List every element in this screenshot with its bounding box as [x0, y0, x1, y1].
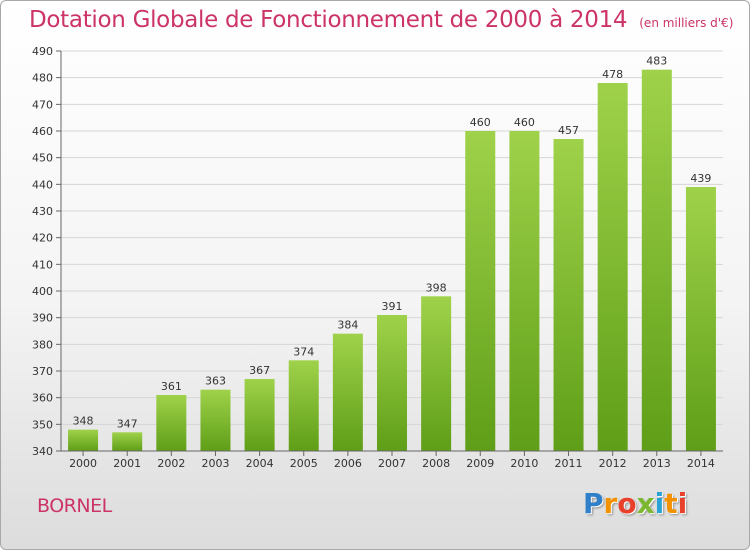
commune-name: BORNEL [37, 495, 112, 517]
value-label: 439 [690, 172, 711, 185]
x-tick-label: 2005 [290, 457, 318, 470]
bar-2014 [685, 187, 716, 451]
value-label: 374 [293, 345, 314, 358]
logo-letter: x [636, 487, 655, 520]
value-label: 391 [382, 300, 403, 313]
y-tick-label: 470 [32, 98, 53, 111]
logo-letter: i [677, 487, 688, 520]
logo-letter: o [617, 487, 637, 520]
x-tick-label: 2013 [643, 457, 671, 470]
y-tick-label: 430 [32, 205, 53, 218]
chart-title: Dotation Globale de Fonctionnement de 20… [29, 7, 733, 33]
value-label: 347 [117, 417, 138, 430]
value-label: 478 [602, 68, 623, 81]
value-label: 398 [426, 281, 447, 294]
bar-2009 [465, 131, 496, 451]
x-tick-label: 2010 [510, 457, 538, 470]
logo-letter: P [583, 487, 604, 520]
x-tick-label: 2006 [334, 457, 362, 470]
value-label: 460 [470, 116, 491, 129]
x-tick-label: 2001 [113, 457, 141, 470]
value-label: 483 [646, 55, 667, 68]
x-tick-label: 2014 [687, 457, 715, 470]
x-tick-label: 2004 [246, 457, 274, 470]
logo-letter: i [654, 487, 665, 520]
y-tick-label: 390 [32, 312, 53, 325]
value-label: 460 [514, 116, 535, 129]
y-tick-label: 480 [32, 72, 53, 85]
bar-2010 [509, 131, 540, 451]
bar-2005 [288, 360, 319, 451]
x-tick-label: 2003 [201, 457, 229, 470]
bar-2008 [421, 296, 452, 451]
bar-2011 [553, 139, 584, 451]
y-tick-label: 420 [32, 232, 53, 245]
y-tick-label: 440 [32, 178, 53, 191]
y-tick-label: 340 [32, 445, 53, 458]
chart-title-text: Dotation Globale de Fonctionnement de 20… [29, 7, 628, 33]
y-tick-label: 400 [32, 285, 53, 298]
proxiti-logo: Proxiti [583, 487, 687, 520]
value-label: 384 [337, 319, 358, 332]
x-tick-label: 2008 [422, 457, 450, 470]
y-tick-label: 370 [32, 365, 53, 378]
bar-2006 [332, 333, 363, 451]
y-tick-label: 490 [32, 45, 53, 58]
y-tick-label: 380 [32, 338, 53, 351]
x-tick-label: 2011 [555, 457, 583, 470]
y-tick-label: 360 [32, 392, 53, 405]
bar-2012 [597, 83, 628, 451]
value-label: 348 [73, 415, 94, 428]
value-label: 363 [205, 375, 226, 388]
chart-subtitle: (en milliers d'€) [639, 16, 734, 30]
x-tick-label: 2002 [157, 457, 185, 470]
logo-letter: r [603, 487, 618, 520]
y-tick-label: 350 [32, 418, 53, 431]
bar-2000 [68, 429, 99, 451]
x-tick-label: 2007 [378, 457, 406, 470]
x-tick-label: 2009 [466, 457, 494, 470]
bar-2013 [641, 69, 672, 452]
y-tick-label: 450 [32, 152, 53, 165]
bar-2001 [112, 432, 143, 451]
y-tick-label: 460 [32, 125, 53, 138]
bar-2004 [244, 379, 275, 451]
axes: 340 350 360 370 380 390 400 410 420 430 440 450 460 4… [32, 45, 723, 470]
x-tick-label: 2012 [599, 457, 627, 470]
bar-2002 [156, 395, 187, 451]
y-tick-label: 410 [32, 258, 53, 271]
bar-2003 [200, 389, 231, 451]
bars [68, 69, 716, 452]
value-label: 457 [558, 124, 579, 137]
value-label: 361 [161, 380, 182, 393]
bar-2007 [377, 315, 407, 451]
x-tick-label: 2000 [69, 457, 97, 470]
logo-letter: t [664, 487, 678, 520]
value-label: 367 [249, 364, 270, 377]
value-labels: 348 347 361 363 367 374 384 391 398 460 460 457 478 4… [73, 55, 712, 431]
